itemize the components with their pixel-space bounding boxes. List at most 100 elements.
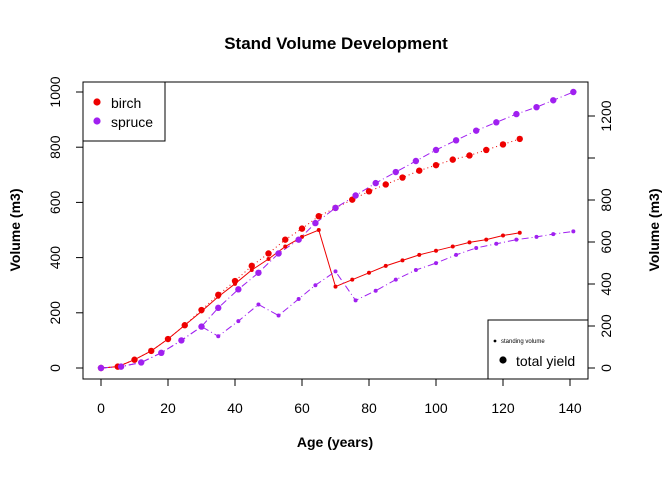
spruce-total-yield-point — [392, 168, 399, 176]
birch-standing-volume-point — [249, 268, 254, 273]
chart-title: Stand Volume Development — [224, 34, 448, 53]
birch-standing-volume-point — [467, 240, 472, 245]
spruce-total-yield-point — [550, 97, 557, 104]
spruce-total-yield-point — [215, 304, 222, 312]
legend-label-standing-volume: standing volume — [501, 339, 545, 345]
spruce-standing-volume-point — [296, 297, 301, 301]
legend-marker-total-yield — [499, 356, 507, 364]
x-tick-label: 20 — [160, 400, 176, 416]
spruce-total-yield-point — [235, 286, 242, 293]
spruce-standing-volume-point — [534, 234, 539, 239]
spruce-total-yield-point — [493, 119, 500, 126]
spruce-standing-volume-point — [413, 268, 418, 273]
spruce-total-yield-point — [332, 204, 339, 212]
y-axis-left-ticks: 0 200 400 600 800 1000 — [47, 76, 83, 372]
spruce-standing-volume-point — [353, 298, 358, 303]
birch-standing-volume-point — [316, 228, 321, 232]
spruce-standing-volume-point — [216, 334, 221, 339]
birch-standing-volume-point — [517, 230, 522, 235]
birch-total-yield-point — [148, 347, 155, 355]
legend-species: birch spruce — [82, 81, 166, 142]
birch-total-yield-point — [483, 146, 490, 154]
spruce-total-yield-point — [372, 179, 379, 187]
birch-total-yield-point — [181, 322, 188, 329]
x-tick-label: 60 — [294, 400, 310, 416]
birch-standing-volume-point — [484, 237, 489, 242]
birch-total-yield-point — [298, 225, 306, 232]
spruce-total-yield-point — [452, 137, 460, 144]
legend-type-box — [487, 319, 589, 380]
y-right-tick-label: 600 — [598, 230, 614, 254]
y-left-tick-label: 400 — [47, 246, 63, 270]
birch-standing-volume-point — [333, 284, 338, 289]
spruce-standing-volume-point — [236, 319, 241, 324]
spruce-total-yield-point — [97, 364, 105, 372]
legend-marker-standing-volume — [493, 339, 497, 343]
legend-label-total-yield: total yield — [516, 353, 575, 369]
x-tick-label: 0 — [97, 400, 105, 416]
y-right-tick-label: 1200 — [598, 100, 614, 131]
spruce-standing-volume-point — [494, 241, 499, 246]
legend-marker-spruce — [93, 117, 101, 125]
legend-species-box — [82, 81, 166, 142]
birch-total-yield-point — [382, 181, 389, 188]
birch-total-yield-point — [466, 152, 473, 159]
birch-standing-volume-point — [266, 256, 271, 261]
spruce-total-yield-point — [158, 349, 165, 357]
birch-total-yield-point — [282, 236, 289, 243]
legend-label-spruce: spruce — [111, 114, 153, 130]
spruce-standing-volume-point — [373, 288, 378, 293]
birch-standing-volume-line — [100, 229, 520, 369]
spruce-standing-volume-point — [333, 269, 338, 274]
y-axis-left-label: Volume (m3) — [7, 189, 23, 272]
spruce-total-yield-point — [570, 88, 577, 96]
spruce-standing-volume-point — [571, 229, 576, 234]
birch-total-yield-point — [248, 262, 255, 270]
y-right-tick-label: 400 — [598, 272, 614, 296]
y-left-tick-label: 1000 — [47, 76, 63, 107]
legend-marker-birch — [93, 98, 101, 106]
birch-standing-volume-point — [434, 248, 438, 253]
series-points — [97, 88, 577, 372]
x-tick-label: 40 — [227, 400, 243, 416]
y-axis-right-label: Volume (m3) — [646, 189, 662, 272]
y-left-tick-label: 0 — [47, 364, 63, 372]
y-left-tick-label: 600 — [47, 191, 63, 215]
spruce-standing-volume-point — [393, 277, 398, 282]
x-axis-ticks: 0 20 40 60 80 100 120 140 — [97, 379, 582, 416]
spruce-total-yield-point — [312, 219, 319, 227]
spruce-total-yield-point — [412, 157, 420, 165]
spruce-total-yield-point — [533, 103, 540, 111]
birch-total-yield-point — [449, 156, 456, 163]
legend-label-birch: birch — [111, 95, 141, 111]
spruce-total-yield-point — [352, 192, 359, 199]
y-right-tick-label: 800 — [598, 188, 614, 212]
birch-total-yield-point — [198, 306, 205, 314]
legend-type: standing volume total yield — [487, 319, 589, 380]
birch-standing-volume-point — [417, 252, 422, 257]
birch-standing-volume-point — [383, 263, 388, 268]
y-right-tick-label: 0 — [598, 364, 614, 372]
spruce-total-yield-point — [295, 236, 302, 243]
spruce-standing-volume-point — [434, 261, 438, 266]
y-left-tick-label: 800 — [47, 135, 63, 159]
spruce-standing-volume-point — [454, 252, 459, 257]
x-axis-label: Age (years) — [297, 434, 373, 450]
birch-standing-volume-point — [450, 244, 455, 249]
spruce-standing-volume-point — [313, 283, 318, 288]
birch-total-yield-point — [432, 161, 440, 169]
x-tick-label: 120 — [491, 400, 515, 416]
birch-total-yield-point — [131, 356, 138, 363]
spruce-total-yield-point — [432, 146, 440, 154]
birch-total-yield-point — [231, 277, 239, 285]
spruce-standing-volume-point — [276, 313, 281, 318]
birch-standing-volume-point — [283, 244, 288, 249]
birch-total-yield-point — [315, 213, 322, 220]
spruce-total-yield-point — [513, 110, 520, 118]
birch-total-yield-point — [416, 167, 423, 174]
spruce-total-yield-point — [473, 127, 480, 134]
birch-standing-volume-point — [501, 233, 505, 238]
birch-total-yield-point — [365, 188, 373, 195]
birch-standing-volume-point — [350, 277, 355, 282]
birch-total-yield-point — [516, 135, 523, 143]
